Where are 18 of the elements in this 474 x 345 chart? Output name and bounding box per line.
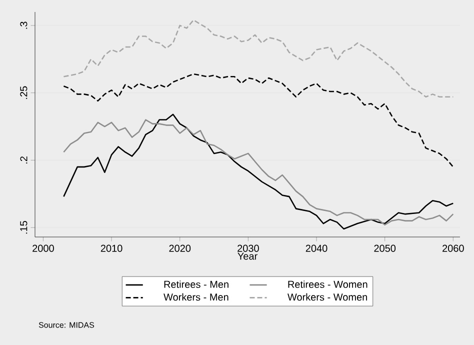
x-tick-label: 2060 — [442, 244, 464, 252]
line-series — [63, 73, 454, 168]
x-tick-label: 2020 — [169, 244, 191, 252]
legend-label: Workers - Women — [288, 293, 368, 301]
x-tick-label: 2050 — [374, 244, 396, 252]
x-tick-label: 2040 — [306, 244, 328, 252]
y-tick-label: .15 — [20, 221, 28, 234]
legend-label: Retirees - Women — [288, 280, 368, 288]
x-tick-label: 2000 — [32, 244, 54, 252]
y-tick-label: .2 — [20, 156, 28, 164]
source-note: Source: MIDAS — [38, 322, 94, 328]
y-tick-label: .3 — [20, 22, 28, 29]
x-tick-label: 2010 — [100, 244, 122, 252]
y-tick-label: .25 — [20, 86, 28, 99]
legend-label: Workers - Men — [164, 293, 228, 301]
x-axis-title: Year — [238, 252, 258, 260]
legend-label: Retirees - Men — [164, 280, 228, 288]
x-tick-label: 2030 — [238, 244, 259, 252]
